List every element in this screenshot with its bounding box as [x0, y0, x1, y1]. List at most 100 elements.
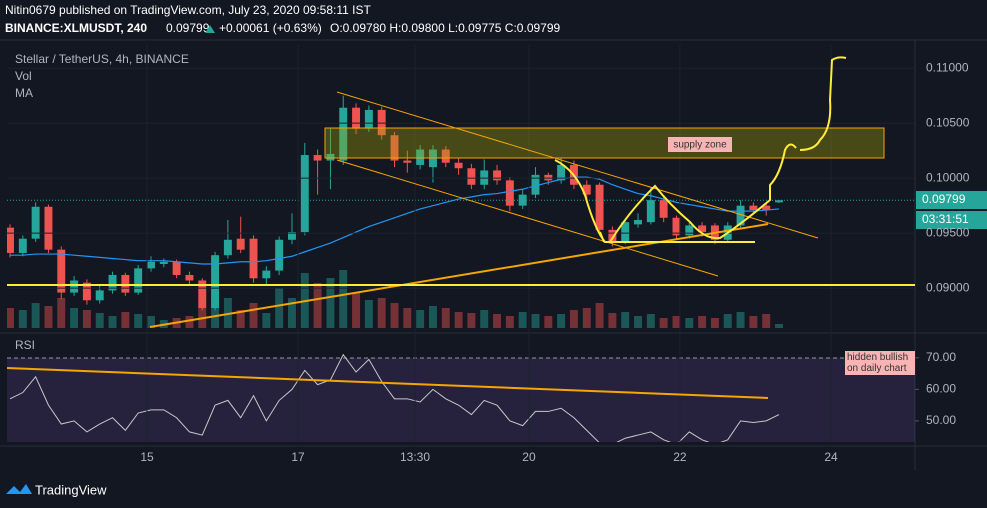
candle-body	[390, 135, 399, 161]
candle-body	[698, 225, 707, 233]
y-tick-label: 0.10000	[926, 170, 970, 184]
volume-bar	[531, 314, 540, 328]
volume-bar	[608, 313, 617, 328]
candle-body	[262, 270, 271, 279]
ohlc: O:0.09780 H:0.09800 L:0.09775 C:0.09799	[330, 21, 561, 35]
candle-body	[287, 232, 296, 240]
annotation-box	[668, 137, 732, 152]
y-tick-label: 0.09000	[926, 280, 970, 294]
annotation: hidden bullish on daily chart	[847, 352, 909, 374]
volume-bar	[441, 308, 450, 328]
up-arrow	[205, 25, 215, 33]
channel-line	[336, 159, 719, 277]
candle-body	[608, 229, 617, 242]
candle-body	[518, 194, 527, 206]
logo: TradingView	[35, 482, 107, 497]
ma-label: MA	[15, 86, 33, 100]
channel-line	[336, 91, 819, 239]
volume-bar	[262, 313, 271, 328]
x-tick-label: 15	[140, 450, 154, 464]
volume-bar	[467, 313, 476, 328]
volume-bar	[428, 306, 437, 328]
countdown: 03:31:51	[922, 212, 969, 226]
candle-body	[403, 160, 412, 163]
volume-bar	[82, 310, 91, 328]
candle-body	[621, 222, 630, 242]
candle-body	[134, 268, 143, 293]
candle-body	[416, 149, 425, 165]
volume-bar	[108, 316, 117, 328]
candle-body	[736, 205, 745, 226]
volume-bar	[646, 314, 655, 328]
candle-body	[249, 238, 258, 279]
volume-bar	[685, 318, 694, 328]
candle-body	[339, 107, 348, 161]
volume-bar	[416, 310, 425, 328]
volume-bar	[352, 293, 361, 328]
volume-bar	[339, 270, 348, 328]
volume-bar	[544, 316, 553, 328]
x-tick-label: 13:30	[400, 450, 430, 464]
candle-body	[762, 205, 771, 211]
candle-body	[82, 282, 91, 301]
x-tick-label: 17	[291, 450, 305, 464]
candle-body	[198, 280, 207, 308]
candle-body	[95, 290, 104, 301]
volume-bar	[557, 314, 566, 328]
supply-zone	[324, 127, 885, 159]
series-title: Stellar / TetherUS, 4h, BINANCE	[15, 52, 189, 66]
volume-bar	[223, 298, 232, 328]
y-tick-label: 0.11000	[926, 60, 969, 74]
volume-bar	[659, 318, 668, 328]
y-tick-label: 0.09500	[926, 225, 970, 239]
volume-bar	[7, 308, 14, 328]
candle-body	[685, 225, 694, 236]
rsi-tick-label: 70.00	[926, 350, 956, 364]
volume-bar	[134, 314, 143, 328]
volume-bar	[710, 318, 719, 328]
rsi-pane	[9, 353, 780, 442]
candle-body	[185, 274, 194, 281]
candle-body	[313, 155, 322, 161]
candle-body	[672, 217, 681, 236]
volume-bar	[31, 303, 40, 328]
volume-bar	[57, 298, 66, 328]
candle-body	[749, 205, 758, 211]
candle-body	[659, 200, 668, 218]
candle-body	[646, 200, 655, 223]
volume-bar	[698, 316, 707, 328]
annotation-box	[845, 351, 915, 375]
candle-body	[352, 107, 361, 129]
candle-body	[18, 238, 27, 253]
ma-line	[9, 176, 780, 265]
volume-bar	[236, 310, 245, 328]
y-tick-label: 0.10500	[926, 115, 970, 129]
candle-body	[505, 180, 514, 206]
volume-bar	[775, 324, 783, 328]
annotation: supply zone	[673, 140, 727, 151]
volume-bar	[505, 316, 514, 328]
price-tag-label: 0.09799	[922, 192, 966, 206]
volume-bar	[70, 308, 79, 328]
volume-bar	[147, 316, 155, 328]
price: 0.09799	[166, 21, 210, 35]
freehand-drawing	[554, 56, 847, 243]
publisher: Nitin0679 published on TradingView.com, …	[5, 3, 371, 17]
volume-bar	[454, 312, 463, 328]
volume-bar	[480, 310, 489, 328]
symbol: BINANCE:XLMUSDT, 240	[5, 21, 147, 35]
candle-body	[454, 162, 463, 169]
candle-body	[480, 170, 489, 185]
volume-bar	[493, 314, 502, 328]
candle-body	[544, 174, 553, 181]
volume-bar	[390, 303, 399, 328]
candle-body	[223, 239, 232, 256]
x-tick-label: 24	[824, 450, 838, 464]
rsi-tick-label: 50.00	[926, 413, 956, 427]
candle-body	[531, 174, 540, 195]
price-tag	[916, 191, 987, 209]
logo-icon	[6, 484, 32, 494]
candle-body	[147, 261, 155, 269]
volume-bar	[569, 310, 578, 328]
